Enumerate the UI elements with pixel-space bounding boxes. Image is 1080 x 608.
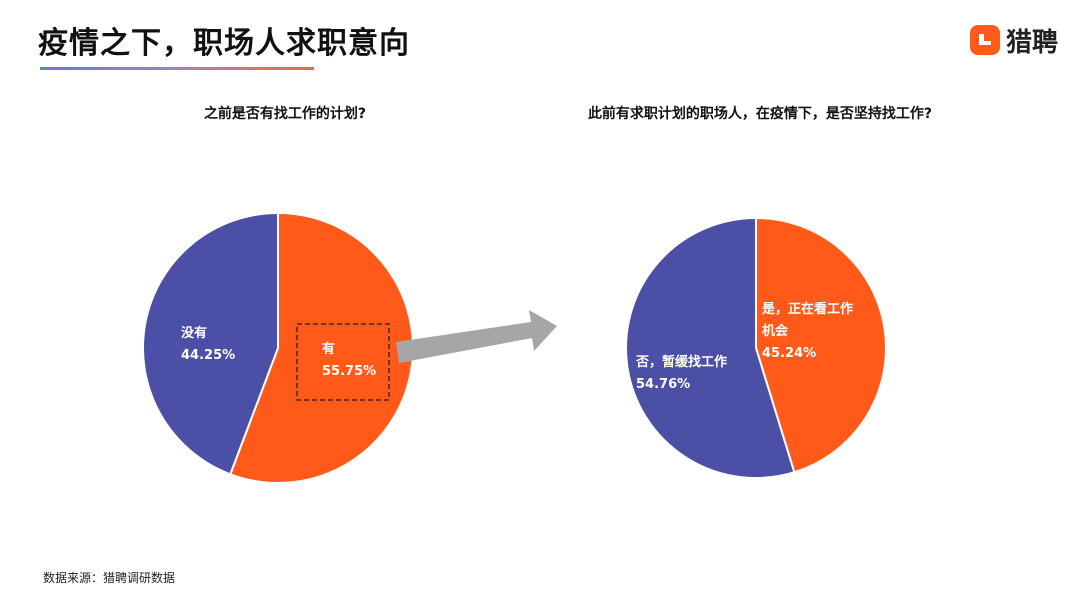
right-pie-slice-label-0-1: 机会 (762, 323, 789, 339)
left-pie-slice-value-1: 44.25% (181, 348, 235, 363)
left-pie-slice-value-0: 55.75% (322, 364, 376, 379)
arrow-icon (396, 310, 557, 363)
right-pie-chart (625, 216, 887, 479)
left-pie-slice-1 (142, 211, 279, 476)
left-chart-title: 之前是否有找工作的计划? (203, 106, 367, 122)
right-chart-title: 此前有求职计划的职场人，在疫情下，是否坚持找工作? (587, 106, 933, 122)
liepin-logo: 猎聘 (969, 22, 1058, 58)
logo-mark-icon (969, 25, 1000, 55)
right-pie-slice-0 (755, 216, 887, 474)
page-title: 疫情之下，职场人求职意向 (38, 26, 410, 61)
right-pie-slice-label-1-0: 否，暂缓找工作 (635, 354, 727, 370)
left-pie-slice-0 (228, 211, 414, 484)
logo-text: 猎聘 (1005, 27, 1058, 58)
left-pie-slice-label-0-0: 有 (322, 341, 335, 357)
right-pie-slice-value-1: 54.76% (636, 377, 690, 392)
left-pie-slice-label-1-0: 没有 (181, 325, 207, 341)
left-pie-chart (142, 211, 414, 484)
title-underline (40, 67, 314, 70)
highlight-box (296, 323, 390, 401)
right-pie-slice-label-0-0: 是，正在看工作 (761, 301, 853, 317)
right-pie-slice-value-0: 45.24% (762, 346, 816, 361)
right-pie-slice-1 (625, 216, 796, 479)
left-pie-labels: 有 55.75% 没有 44.25% (181, 325, 376, 379)
data-source-note: 数据来源：猎聘调研数据 (43, 571, 176, 585)
